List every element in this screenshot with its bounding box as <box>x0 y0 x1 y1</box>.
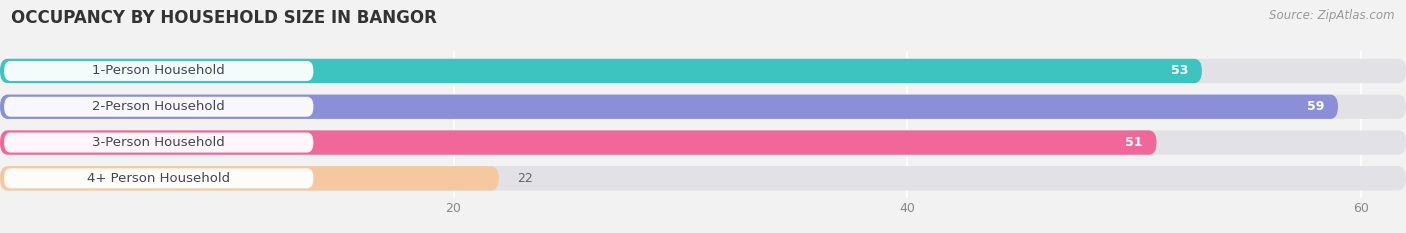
Text: 3-Person Household: 3-Person Household <box>93 136 225 149</box>
FancyBboxPatch shape <box>0 130 1157 155</box>
FancyBboxPatch shape <box>0 130 1406 155</box>
Text: 1-Person Household: 1-Person Household <box>93 65 225 77</box>
FancyBboxPatch shape <box>0 166 499 191</box>
Text: 51: 51 <box>1125 136 1143 149</box>
Text: 2-Person Household: 2-Person Household <box>93 100 225 113</box>
FancyBboxPatch shape <box>4 133 314 153</box>
Text: Source: ZipAtlas.com: Source: ZipAtlas.com <box>1270 9 1395 22</box>
FancyBboxPatch shape <box>0 59 1202 83</box>
FancyBboxPatch shape <box>4 97 314 117</box>
FancyBboxPatch shape <box>4 168 314 188</box>
FancyBboxPatch shape <box>0 59 1406 83</box>
Text: 59: 59 <box>1308 100 1324 113</box>
FancyBboxPatch shape <box>0 95 1339 119</box>
Text: OCCUPANCY BY HOUSEHOLD SIZE IN BANGOR: OCCUPANCY BY HOUSEHOLD SIZE IN BANGOR <box>11 9 437 27</box>
FancyBboxPatch shape <box>0 95 1406 119</box>
FancyBboxPatch shape <box>0 166 1406 191</box>
FancyBboxPatch shape <box>4 61 314 81</box>
Text: 53: 53 <box>1171 65 1188 77</box>
Text: 4+ Person Household: 4+ Person Household <box>87 172 231 185</box>
Text: 22: 22 <box>517 172 533 185</box>
